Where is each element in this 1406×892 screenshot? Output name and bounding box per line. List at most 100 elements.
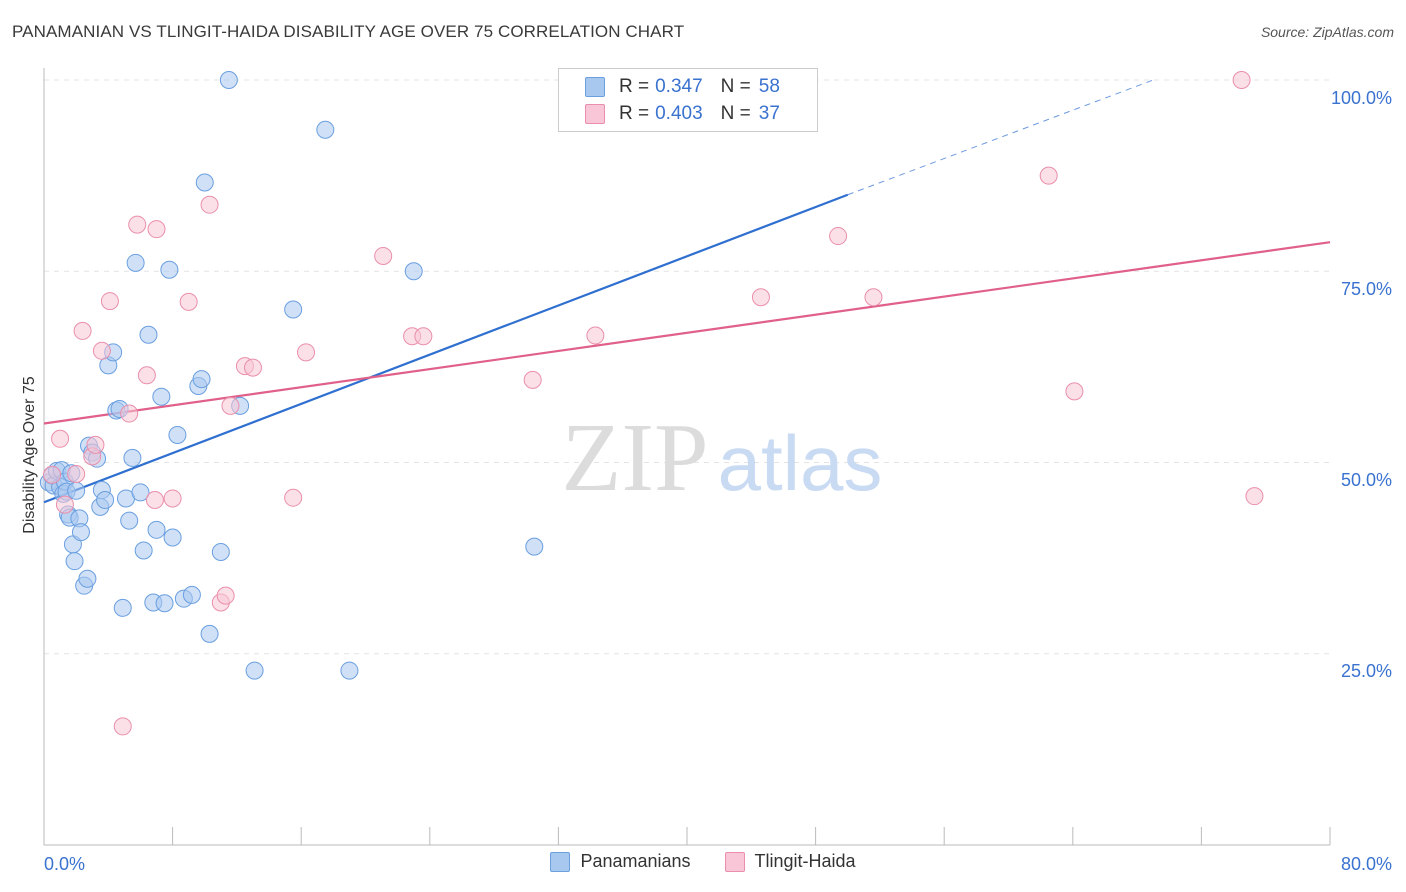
- data-point: [219, 71, 238, 89]
- data-point: [123, 448, 142, 467]
- axes: [43, 68, 1331, 846]
- data-point: [200, 195, 219, 214]
- x-tick-label: 0.0%: [44, 854, 85, 874]
- data-point: [374, 246, 393, 265]
- data-point: [1065, 382, 1084, 401]
- legend-r-label: R =: [619, 76, 650, 97]
- legend-r-label: R =: [619, 103, 650, 124]
- data-point: [316, 120, 335, 139]
- data-point: [65, 552, 84, 571]
- data-point: [152, 387, 171, 406]
- data-point: [864, 288, 883, 307]
- legend-swatch-blue: [550, 851, 571, 872]
- data-point: [163, 528, 182, 547]
- data-point: [404, 262, 423, 281]
- data-points: [39, 71, 1264, 736]
- data-point: [1245, 487, 1264, 506]
- trend-line: [43, 241, 1331, 425]
- y-tick-label: 75.0%: [1341, 279, 1392, 299]
- data-point: [126, 253, 145, 272]
- data-point: [100, 292, 119, 311]
- data-point: [51, 429, 70, 448]
- legend-n-value: 58: [758, 76, 780, 97]
- data-point: [96, 490, 115, 509]
- legend-item-tlingit-haida: Tlingit-Haida: [724, 851, 856, 872]
- data-point: [139, 325, 158, 344]
- data-point: [297, 343, 316, 362]
- data-point: [147, 220, 166, 239]
- data-point: [1232, 71, 1251, 89]
- legend-row-tlingit-haida: R = 0.403 N = 37: [585, 101, 780, 127]
- legend-n-label: N =: [720, 103, 751, 124]
- data-point: [586, 326, 605, 345]
- data-point: [243, 358, 262, 377]
- legend-swatch-pink: [724, 851, 745, 872]
- watermark: ZIP atlas: [562, 404, 883, 512]
- series-legend: Panamanians Tlingit-Haida: [0, 851, 1406, 872]
- legend-r-value: 0.403: [655, 103, 703, 124]
- trend-lines: [43, 79, 1331, 504]
- correlation-legend: R = 0.347 N = 58 R = 0.403 N = 37: [558, 68, 818, 132]
- data-point: [120, 404, 139, 423]
- legend-swatch-pink: [585, 104, 605, 124]
- data-point: [67, 481, 86, 500]
- data-point: [137, 366, 156, 385]
- x-tick-label: 80.0%: [1341, 854, 1392, 874]
- data-point: [179, 292, 198, 311]
- trend-line: [43, 193, 849, 504]
- data-point: [211, 543, 230, 562]
- data-point: [128, 215, 147, 234]
- chart-title: PANAMANIAN VS TLINGIT-HAIDA DISABILITY A…: [12, 22, 685, 41]
- data-point: [216, 586, 235, 605]
- data-point: [86, 435, 105, 454]
- y-axis-label: Disability Age Over 75: [21, 376, 38, 534]
- data-point: [113, 717, 132, 736]
- data-point: [163, 489, 182, 508]
- data-point: [523, 370, 542, 389]
- data-point: [134, 541, 153, 560]
- legend-row-panamanians: R = 0.347 N = 58: [585, 74, 780, 100]
- source-label: Source: ZipAtlas.com: [1260, 24, 1394, 40]
- data-point: [160, 260, 179, 279]
- data-point: [155, 594, 174, 613]
- data-point: [92, 341, 111, 360]
- data-point: [55, 495, 74, 514]
- watermark-zip: ZIP: [562, 404, 709, 512]
- y-tick-label: 100.0%: [1331, 88, 1392, 108]
- legend-label-tlingit-haida: Tlingit-Haida: [754, 851, 856, 871]
- y-tick-label: 50.0%: [1341, 470, 1392, 490]
- legend-label-panamanians: Panamanians: [580, 851, 691, 871]
- data-point: [147, 520, 166, 539]
- data-point: [829, 227, 848, 246]
- data-point: [71, 523, 90, 542]
- data-point: [168, 425, 187, 444]
- data-point: [284, 300, 303, 319]
- tick-labels: 100.0% 75.0% 50.0% 25.0% 0.0% 80.0%: [44, 88, 1392, 874]
- data-point: [284, 488, 303, 507]
- data-point: [200, 624, 219, 643]
- legend-r-value: 0.347: [655, 76, 703, 97]
- trend-line-extension: [847, 79, 1154, 196]
- legend-n-value: 37: [758, 103, 780, 124]
- data-point: [182, 585, 201, 604]
- data-point: [192, 370, 211, 389]
- y-tick-label: 25.0%: [1341, 661, 1392, 681]
- data-point: [78, 569, 97, 588]
- data-point: [131, 483, 150, 502]
- data-point: [414, 327, 433, 346]
- data-point: [73, 321, 92, 340]
- data-point: [145, 490, 164, 509]
- data-point: [340, 661, 359, 680]
- data-point: [120, 511, 139, 530]
- data-point: [67, 464, 86, 483]
- legend-swatch-blue: [585, 77, 605, 97]
- data-point: [1039, 166, 1058, 185]
- legend-n-label: N =: [720, 76, 751, 97]
- data-point: [113, 598, 132, 617]
- legend-item-panamanians: Panamanians: [550, 851, 691, 872]
- data-point: [245, 661, 264, 680]
- data-point: [525, 537, 544, 556]
- data-point: [195, 173, 214, 192]
- data-point: [43, 465, 62, 484]
